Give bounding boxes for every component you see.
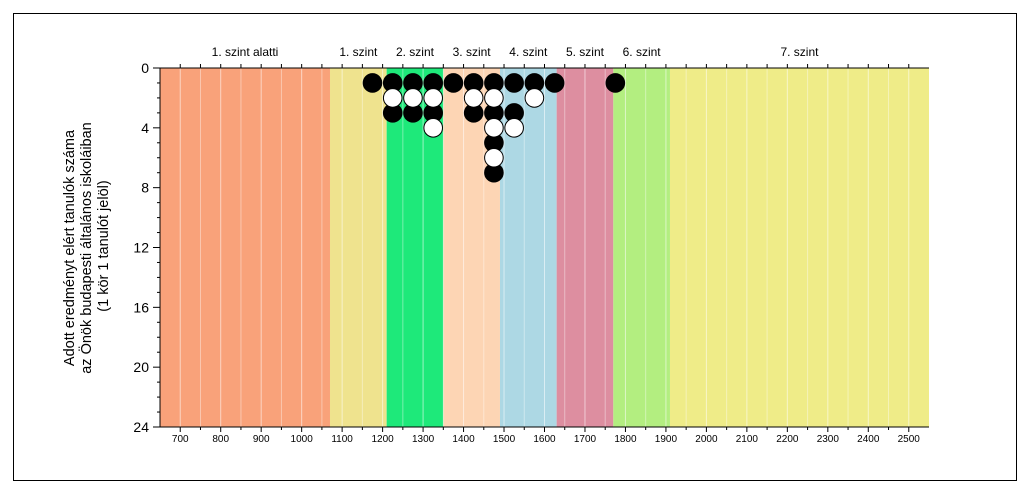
x-tick-label: 1300 [412,434,435,445]
level-label-5: 4. szint [509,45,548,59]
level-band-1 [160,68,330,427]
x-tick-label: 1400 [452,434,475,445]
student-point-white [403,88,423,108]
student-points [362,73,626,183]
x-tick-label: 2500 [898,434,921,445]
student-point-white [484,147,504,168]
y-axis-label-line-1: Adott eredményt elért tanulók száma [62,129,78,366]
student-point-white [504,118,524,138]
level-label-4: 3. szint [453,45,492,59]
level-label-6: 5. szint [566,45,605,59]
x-tick-label: 700 [172,434,189,445]
x-tick-label: 2100 [736,434,759,445]
y-tick-label: 20 [133,359,149,375]
y-tick-label: 4 [141,120,149,136]
level-label-3: 2. szint [396,45,435,59]
x-tick-label: 1200 [371,434,394,445]
x-tick-label: 1700 [574,434,597,445]
y-tick-label: 12 [133,240,149,256]
level-label-7: 6. szint [623,45,662,59]
student-point-white [382,88,403,108]
y-tick-label: 24 [133,419,149,435]
y-tick-labels: 0 4 8 12 16 20 24 [133,60,149,435]
x-tick-label: 1000 [291,434,314,445]
student-point-black [504,73,524,93]
y-axis-label-line-3: (1 kör 1 tanulót jelöl) [96,180,112,311]
x-tick-labels: 700 800 900 1000 1100 1200 1300 1400 1500 1600 170… [172,434,920,445]
x-tick-label: 1100 [331,434,353,445]
y-tick-label: 8 [141,180,149,196]
x-tick-label: 2200 [776,434,799,445]
x-tick-label: 1800 [614,434,637,445]
student-point-white [484,88,504,108]
x-tick-label: 1600 [533,434,556,445]
x-tick-label: 1500 [493,434,516,445]
student-point-black [362,73,383,93]
student-point-black [443,73,464,93]
y-axis-label-line-2: az Önök budapesti általános iskoláiban [77,122,95,374]
student-point-white [463,88,484,108]
x-tick-label: 900 [253,434,270,445]
x-tick-label: 2300 [817,434,840,445]
y-axis-label: Adott eredményt elért tanulók száma az Ö… [62,118,112,374]
x-tick-label: 2000 [695,434,718,445]
student-point-white [423,118,443,138]
y-tick-label: 16 [133,299,149,315]
y-tick-label: 0 [141,60,149,76]
level-band-7 [613,68,670,427]
level-band-8 [669,68,929,427]
level-labels: 1. szint alatti 1. szint 2. szint 3. szint 4… [212,45,820,59]
x-tick-label: 1900 [655,434,678,445]
student-point-black [605,73,626,93]
student-point-white [423,88,443,108]
level-label-8: 7. szint [780,45,819,59]
grid-lines [179,68,910,427]
student-point-black [544,73,565,93]
x-tick-label: 2400 [857,434,880,445]
student-point-white [484,118,504,138]
level-label-2: 1. szint [339,45,378,59]
level-band-2 [329,68,387,427]
student-point-white [524,88,545,108]
x-tick-label: 800 [212,434,229,445]
level-label-1: 1. szint alatti [212,45,279,59]
axes [153,64,929,432]
